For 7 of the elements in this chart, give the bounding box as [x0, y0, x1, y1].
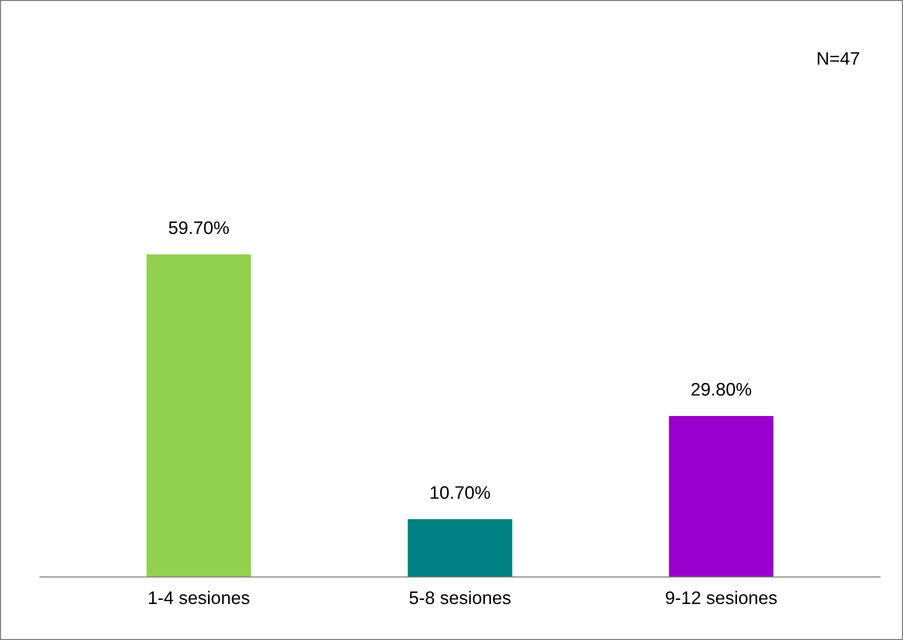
x-tick-label: 1-4 sesiones: [149, 590, 250, 604]
data-label: 59.70%: [168, 221, 229, 234]
x-tick-label: 5-8 sesiones: [410, 590, 511, 604]
data-label: 29.80%: [691, 382, 752, 396]
x-tick-label: 9-12 sesiones: [666, 590, 777, 604]
data-label: 10.70%: [430, 486, 490, 499]
text: N=47: [818, 52, 860, 65]
